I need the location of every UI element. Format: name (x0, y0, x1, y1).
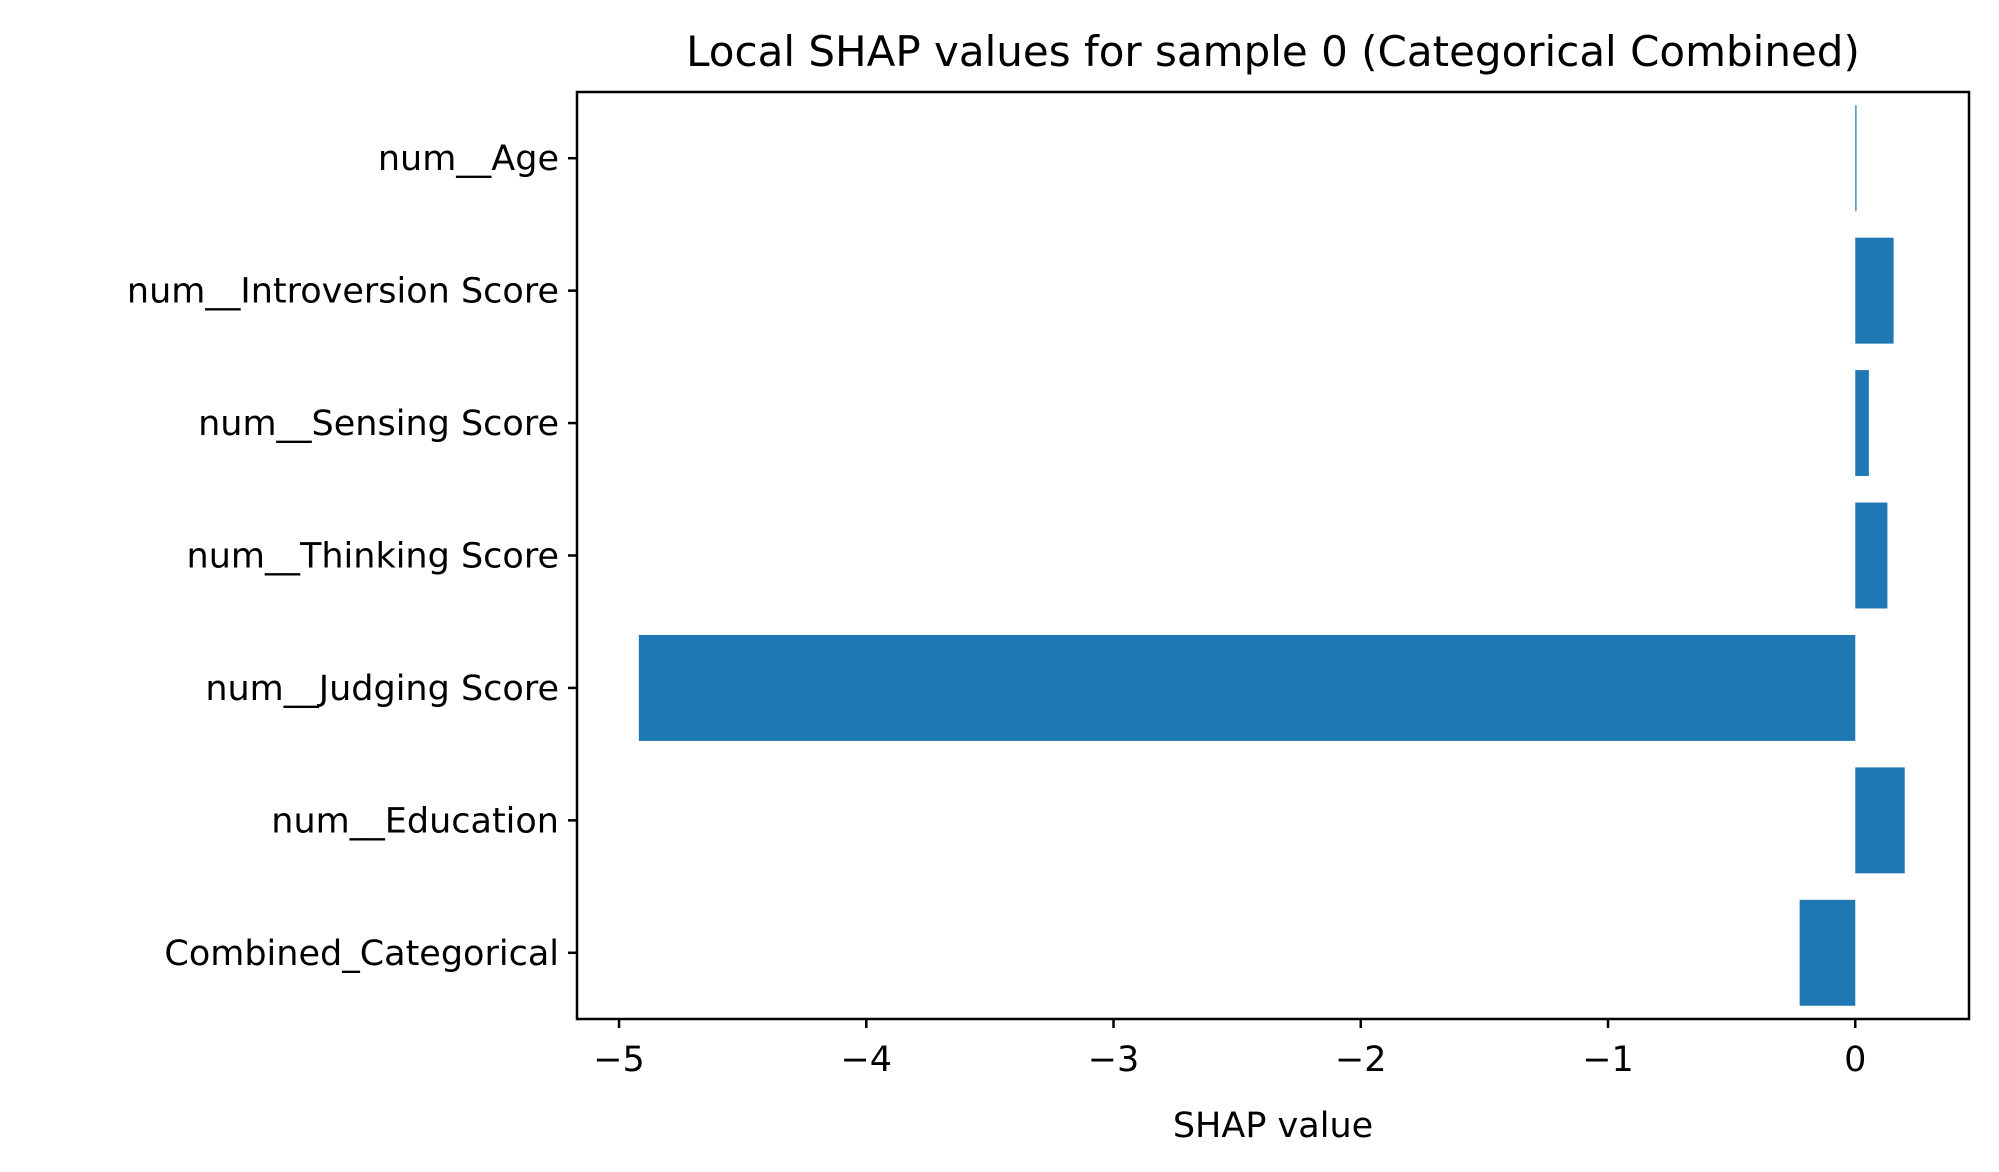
x-axis-label: SHAP value (1173, 1106, 1373, 1146)
y-tick-label-num-age: num__Age (378, 139, 559, 179)
bar-num-age (1855, 105, 1857, 212)
x-tick-label: −1 (1582, 1040, 1634, 1080)
x-axis: −5 −4 −3 −2 −1 0 (593, 1019, 1866, 1080)
x-tick-label: −4 (840, 1040, 892, 1080)
chart-title: Local SHAP values for sample 0 (Categori… (686, 27, 1860, 76)
plot-frame (575, 90, 1971, 1021)
y-axis: num__Age num__Introversion Score num__Sens… (127, 139, 577, 974)
bar-num-introversion-score (1855, 237, 1894, 344)
bar-num-education (1855, 767, 1905, 874)
bar-num-thinking-score (1855, 502, 1888, 609)
x-tick-label: −3 (1088, 1040, 1140, 1080)
y-tick-label-combined-categorical: Combined_Categorical (164, 934, 559, 974)
bar-num-sensing-score (1855, 370, 1869, 477)
bar-combined-categorical (1799, 899, 1856, 1006)
bars-group (638, 105, 1905, 1006)
x-tick-label: −2 (1335, 1040, 1387, 1080)
x-tick-label: −5 (593, 1040, 645, 1080)
y-tick-label-num-thinking-score: num__Thinking Score (187, 537, 559, 577)
y-tick-label-num-introversion-score: num__Introversion Score (127, 272, 559, 312)
x-tick-label: 0 (1844, 1040, 1866, 1080)
y-tick-label-num-education: num__Education (271, 801, 559, 841)
y-tick-label-num-sensing-score: num__Sensing Score (198, 404, 559, 444)
bar-num-judging-score (638, 634, 1856, 741)
y-tick-label-num-judging-score: num__Judging Score (205, 669, 559, 709)
